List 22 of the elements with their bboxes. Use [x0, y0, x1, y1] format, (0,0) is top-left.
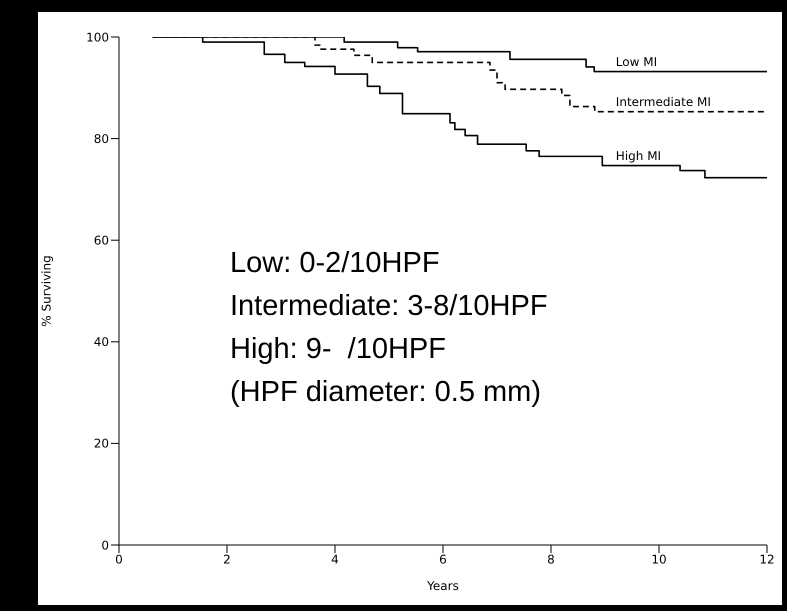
y-tick-label: 0	[101, 538, 109, 552]
x-tick-label: 4	[331, 552, 339, 567]
y-tick-label: 60	[94, 233, 109, 248]
series-label: High MI	[616, 148, 662, 163]
x-axis-title: Years	[426, 579, 459, 593]
y-tick-label: 100	[86, 30, 109, 44]
y-axis-title: % Surviving	[39, 255, 54, 327]
y-tick-label: 40	[94, 335, 109, 350]
annotation: High: 9- /10HPF	[230, 332, 447, 367]
annotation: (HPF diameter: 0.5 mm)	[230, 375, 542, 410]
x-tick-label: 0	[115, 552, 123, 567]
x-tick-label: 6	[439, 552, 447, 567]
y-tick-label: 20	[94, 436, 109, 451]
x-tick-label: 10	[651, 552, 667, 567]
series-label: Low MI	[616, 54, 658, 69]
x-tick-label: 2	[223, 552, 231, 567]
y-tick-label: 80	[94, 132, 109, 146]
annotation: Low: 0-2/10HPF	[230, 246, 441, 281]
series-label: Intermediate MI	[616, 94, 711, 109]
annotation: Intermediate: 3-8/10HPF	[230, 289, 548, 324]
x-tick-label: 12	[759, 552, 775, 567]
x-tick-label: 8	[547, 552, 555, 567]
